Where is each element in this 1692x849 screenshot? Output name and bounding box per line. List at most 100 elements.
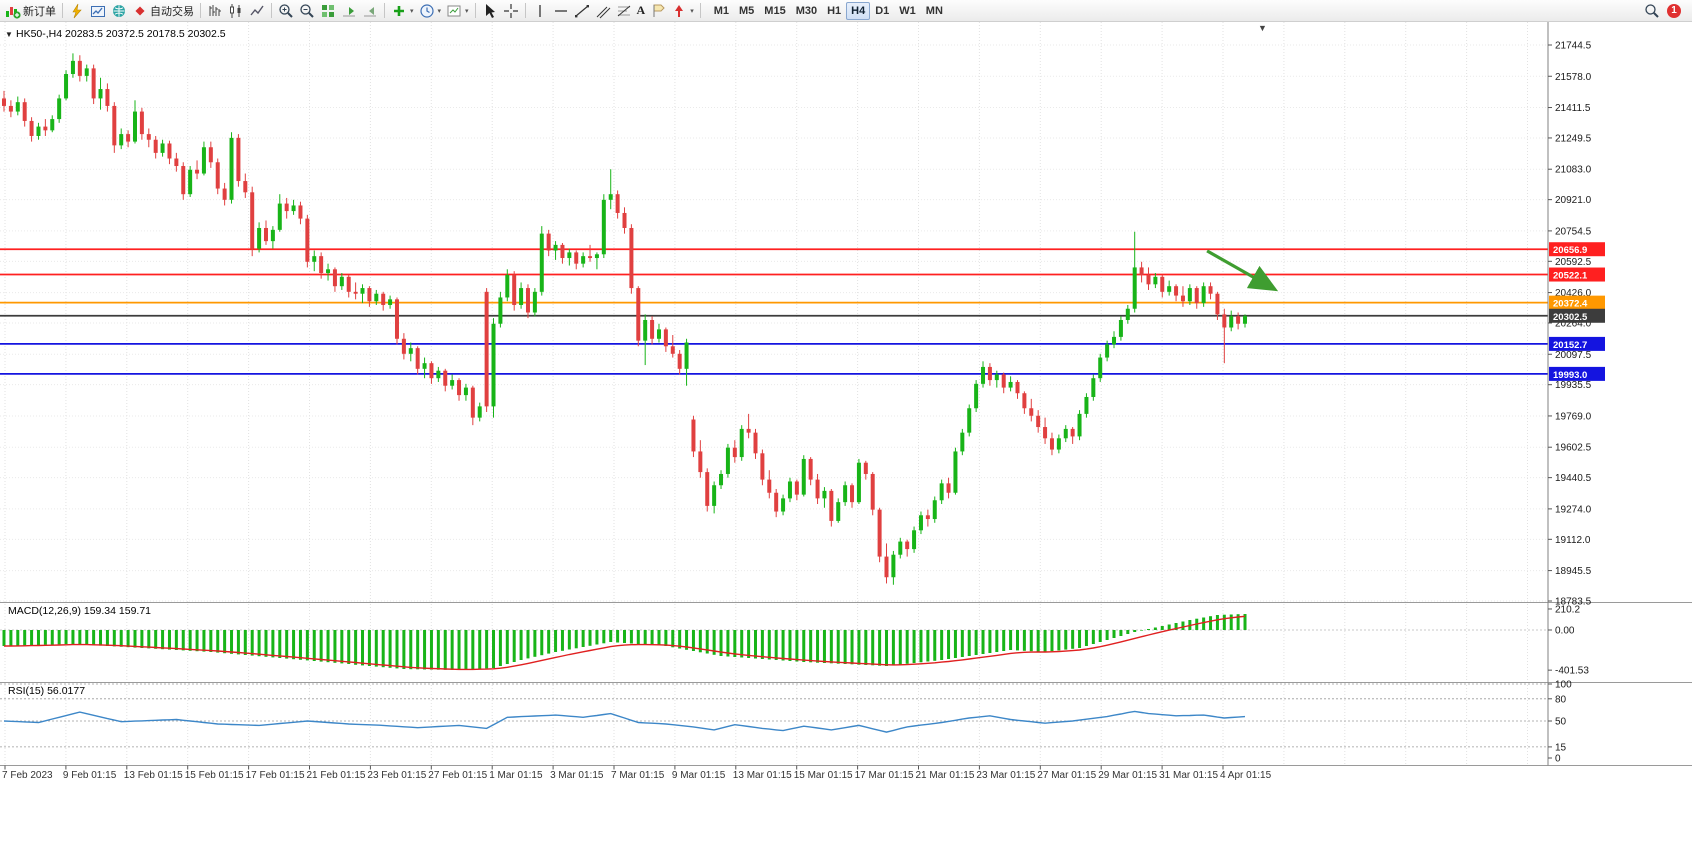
macd-histogram — [0, 614, 1548, 670]
search-icon[interactable] — [1644, 3, 1660, 19]
price-axis-label: 19112.0 — [1555, 535, 1591, 546]
panel-separators[interactable] — [0, 22, 1692, 766]
timeframe-button-w1[interactable]: W1 — [894, 2, 921, 20]
zoom-out-icon — [300, 3, 314, 18]
time-axis[interactable]: 7 Feb 2023 9 Feb 01:15 13 Feb 01:15 15 Feb … — [2, 765, 1272, 782]
vertical-line-icon — [538, 4, 541, 17]
candlestick-chart-button[interactable] — [226, 1, 246, 20]
toolbar-separator — [62, 3, 63, 18]
price-axis-label: 20592.5 — [1555, 257, 1592, 268]
auto-trading-button[interactable]: 自动交易 — [130, 1, 196, 20]
crosshair-button[interactable] — [501, 1, 521, 20]
macd-label: MACD(12,26,9) 159.34 159.71 — [8, 605, 151, 617]
profiles-button[interactable] — [88, 1, 108, 20]
timeframe-button-m5[interactable]: M5 — [734, 2, 759, 20]
text-tool-button[interactable]: A — [635, 1, 648, 20]
toolbar-separator — [474, 3, 476, 18]
macd-axis[interactable]: 210.2 0.00 -401.53 — [1548, 604, 1589, 677]
zoom-out-button[interactable] — [297, 1, 317, 20]
auto-trading-label: 自动交易 — [150, 5, 194, 18]
main-toolbar: 新订单 自动交易 ▾ ▾ — [0, 0, 1692, 22]
chart-profile-icon — [91, 5, 105, 17]
price-tag: 20152.7 — [1553, 340, 1587, 351]
rsi-axis[interactable]: 100 80 50 150 — [1548, 680, 1572, 765]
channel-tool-button[interactable] — [593, 1, 613, 20]
timeframe-button-mn[interactable]: MN — [921, 2, 948, 20]
fibonacci-tool-button[interactable] — [614, 1, 634, 20]
bar-chart-button[interactable] — [205, 1, 225, 20]
one-click-trading-arrow-icon[interactable]: ▼ — [5, 30, 13, 39]
price-axis-label: 20921.0 — [1555, 195, 1592, 206]
time-axis-label: 21 Mar 01:15 — [916, 770, 975, 781]
bar-chart-icon — [209, 4, 221, 16]
timeframe-button-m15[interactable]: M15 — [759, 2, 790, 20]
time-axis-label: 21 Feb 01:15 — [307, 770, 366, 781]
notification-badge[interactable]: 1 — [1667, 3, 1681, 18]
price-axis-label: 19440.5 — [1555, 473, 1592, 484]
price-axis-label: 19602.5 — [1555, 443, 1592, 454]
indicators-plus-icon — [394, 5, 404, 16]
time-axis-label: 9 Feb 01:15 — [63, 770, 117, 781]
time-axis-label: 27 Mar 01:15 — [1037, 770, 1096, 781]
data-window-button[interactable] — [109, 1, 129, 20]
text-label-tool-button[interactable] — [648, 1, 668, 20]
price-axis-label: 19935.5 — [1555, 380, 1592, 391]
periods-button[interactable]: ▾ — [417, 1, 444, 20]
toolbar-separator — [699, 3, 701, 18]
new-chart-button[interactable] — [67, 1, 87, 20]
price-tag: 20372.4 — [1553, 299, 1588, 310]
timeframe-group: M1 M5 M15 M30 H1 H4 D1 W1 MN — [709, 1, 948, 20]
trend-arrow-annotation[interactable] — [1206, 249, 1279, 292]
rsi-axis-label: 50 — [1555, 717, 1567, 728]
price-tag: 20522.1 — [1553, 271, 1588, 282]
time-axis-label: 1 Mar 01:15 — [489, 770, 543, 781]
auto-scroll-button[interactable] — [339, 1, 359, 20]
timeframe-button-m1[interactable]: M1 — [709, 2, 734, 20]
candlestick-series — [2, 53, 1248, 585]
macd-signal-line — [4, 615, 1246, 671]
crosshair-icon — [503, 3, 518, 18]
time-axis-label: 7 Feb 2023 — [2, 770, 53, 781]
time-axis-label: 17 Feb 01:15 — [246, 770, 305, 781]
zoom-in-icon — [279, 3, 293, 18]
price-axis-label: 20097.5 — [1555, 350, 1592, 361]
timeframe-button-m30[interactable]: M30 — [791, 2, 822, 20]
chart-title: HK50-,H4 20283.5 20372.5 20178.5 20302.5 — [16, 28, 226, 40]
toolbar-separator — [384, 3, 385, 18]
timeframe-button-d1[interactable]: D1 — [870, 2, 894, 20]
horizontal-levels[interactable] — [0, 248, 1548, 375]
chevron-down-icon: ▾ — [410, 7, 414, 15]
price-axis-label: 20754.5 — [1555, 226, 1592, 237]
rsi-label: RSI(15) 56.0177 — [8, 685, 85, 697]
chart-shift-marker-icon[interactable]: ▼ — [1258, 23, 1267, 33]
time-axis-label: 27 Feb 01:15 — [428, 770, 487, 781]
time-axis-label: 3 Mar 01:15 — [550, 770, 604, 781]
time-axis-label: 13 Feb 01:15 — [124, 770, 183, 781]
timeframe-button-h1[interactable]: H1 — [822, 2, 846, 20]
rsi-axis-label: 80 — [1555, 694, 1567, 705]
arrows-tool-button[interactable]: ▾ — [669, 1, 696, 20]
line-chart-button[interactable] — [247, 1, 267, 20]
templates-button[interactable]: ▾ — [444, 1, 471, 20]
price-axis-label: 20426.0 — [1555, 288, 1592, 299]
toolbar-separator — [524, 3, 526, 18]
new-order-button[interactable]: 新订单 — [3, 1, 58, 20]
cursor-button[interactable] — [480, 1, 500, 20]
macd-axis-label: 210.2 — [1555, 604, 1580, 615]
horizontal-line-tool-button[interactable] — [551, 1, 571, 20]
timeframe-button-h4[interactable]: H4 — [846, 1, 871, 20]
globe-icon — [113, 4, 125, 17]
chart-shift-button[interactable] — [360, 1, 380, 20]
macd-axis-label: -401.53 — [1555, 666, 1589, 677]
toolbar-separator — [271, 3, 272, 18]
price-axis-label: 18945.5 — [1555, 566, 1592, 577]
new-order-label: 新订单 — [23, 5, 56, 18]
vertical-line-tool-button[interactable] — [530, 1, 550, 20]
price-axis[interactable]: 21744.5 21578.0 21411.5 21249.5 21083.0 20921… — [1548, 41, 1592, 608]
tile-windows-button[interactable] — [318, 1, 338, 20]
zoom-in-button[interactable] — [276, 1, 296, 20]
indicators-button[interactable]: ▾ — [389, 1, 416, 20]
trendline-tool-button[interactable] — [572, 1, 592, 20]
price-axis-label: 21083.0 — [1555, 165, 1592, 176]
